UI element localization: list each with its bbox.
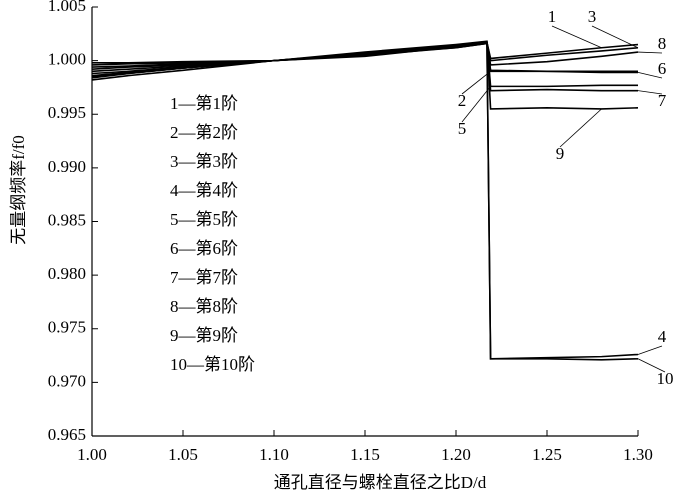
series-line [91,40,639,110]
series-line [91,41,639,361]
series-annotation: 10 [657,369,674,388]
leader-line [637,51,663,54]
series-annotation: 2 [458,91,467,110]
series-annotation: 3 [588,7,597,26]
y-tick-label: 1.005 [48,0,86,15]
series-annotation: 4 [658,327,667,346]
x-tick-label: 1.25 [532,445,562,464]
leader-line [637,345,663,355]
series-annotation: 7 [658,91,667,110]
y-tick-label: 0.965 [48,425,86,444]
x-axis-label: 通孔直径与螺栓直径之比D/d [274,473,487,492]
series-annotation: 8 [658,34,667,53]
series-annotation: 1 [548,7,557,26]
legend-entry: 10—第10阶 [170,355,255,374]
y-tick-label: 0.975 [48,318,86,337]
leader-line [461,71,491,95]
legend-entry: 9—第9阶 [170,326,238,345]
y-tick-label: 0.980 [48,264,86,283]
series-line [91,42,638,74]
legend-entry: 3—第3阶 [170,152,238,171]
leader-line [559,108,602,148]
legend-entry: 4—第4阶 [170,181,238,200]
x-tick-label: 1.10 [259,445,289,464]
x-tick-label: 1.05 [168,445,198,464]
series-annotation: 6 [658,59,667,78]
x-tick-label: 1.00 [77,445,107,464]
leader-line [591,25,639,49]
legend-entry: 2—第2阶 [170,123,238,142]
legend-entry: 6—第6阶 [170,239,238,258]
y-axis-label: 无量纲频率f/f0 [9,135,28,245]
y-tick-label: 0.990 [48,157,86,176]
y-tick-label: 1.000 [48,50,86,69]
leader-line [461,86,491,123]
series-line [91,42,639,68]
y-tick-label: 0.970 [48,371,86,390]
legend-entry: 5—第5阶 [170,210,238,229]
leader-line [637,358,666,373]
legend-entry: 7—第7阶 [170,268,238,287]
legend-entry: 1—第1阶 [170,94,238,113]
x-tick-label: 1.20 [441,445,471,464]
leader-line [551,25,602,49]
leader-line [637,72,663,79]
y-tick-label: 0.985 [48,210,86,229]
x-tick-label: 1.30 [623,445,653,464]
series-annotation: 5 [458,119,467,138]
legend-entry: 8—第8阶 [170,297,238,316]
leader-line [637,90,663,95]
series-annotation: 9 [556,144,565,163]
x-tick-label: 1.15 [350,445,380,464]
y-tick-label: 0.995 [48,103,86,122]
